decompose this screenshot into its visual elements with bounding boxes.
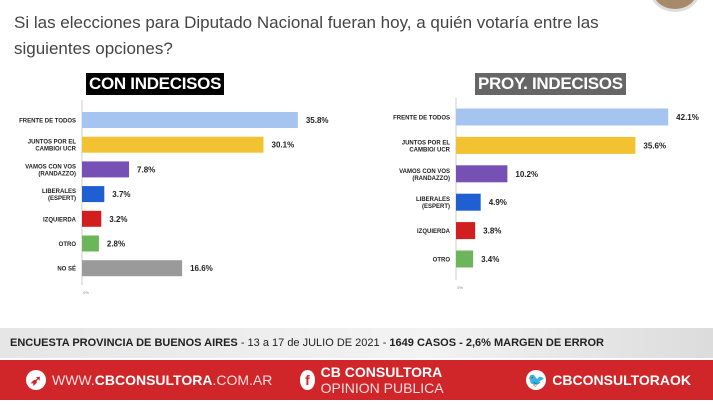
category-label: VAMOS CON VOS: [25, 164, 76, 170]
value-label: 42.1%: [676, 113, 699, 122]
value-label: 10.2%: [515, 170, 538, 179]
survey-dates: - 13 a 17 de JULIO DE 2021 -: [237, 337, 390, 349]
value-label: 7.8%: [137, 165, 155, 174]
bar: [456, 165, 508, 183]
value-label: 30.1%: [272, 141, 295, 150]
page-title: Si las elecciones para Diputado Nacional…: [14, 13, 599, 58]
bar: [456, 193, 481, 211]
category-label: FRENTE DE TODOS: [393, 116, 450, 122]
website-link[interactable]: ➶ WWW.CBCONSULTORA.COM.AR: [26, 370, 272, 390]
category-label: OTRO: [59, 242, 77, 248]
twitter-link[interactable]: 🐦 CBCONSULTORAOK: [526, 370, 691, 390]
survey-cases: 1649 CASOS - 2,6% MARGEN DE ERROR: [389, 337, 604, 349]
value-label: 4.9%: [489, 198, 507, 207]
cursor-click-icon: ➶: [26, 370, 46, 390]
category-label: (ESPERT): [48, 196, 76, 202]
web-prefix: WWW.: [52, 372, 95, 388]
bar: [82, 210, 102, 227]
facebook-icon: f: [300, 370, 315, 390]
value-label: 35.8%: [306, 116, 329, 125]
bar: [456, 222, 476, 240]
category-label: OTRO: [433, 258, 451, 264]
category-label: LIBERALES: [42, 189, 76, 195]
category-label: FRENTE DE TODOS: [19, 119, 76, 125]
x-tick-label: 0%: [83, 290, 89, 295]
web-suffix: .COM.AR: [212, 372, 273, 388]
category-label: (RANDAZZO): [38, 171, 76, 177]
category-label: CAMBIO/ UCR: [409, 147, 450, 153]
value-label: 3.2%: [109, 215, 127, 224]
bar: [82, 235, 99, 252]
chart-title-con-indecisos: CON INDECISOS: [86, 73, 225, 95]
bar: [82, 260, 183, 277]
twitter-icon: 🐦: [526, 370, 547, 390]
bar: [456, 108, 669, 126]
value-label: 3.7%: [112, 190, 130, 199]
category-label: CAMBIO/ UCR: [35, 147, 76, 153]
facebook-link[interactable]: f CB CONSULTORA OPINION PUBLICA: [300, 364, 498, 396]
category-label: JUNTOS POR EL: [402, 140, 451, 146]
fb-bold: CB CONSULTORA: [320, 364, 443, 380]
category-label: NO SÉ: [57, 265, 76, 273]
twitter-handle: CBCONSULTORAOK: [552, 372, 691, 388]
social-banner: ➶ WWW.CBCONSULTORA.COM.AR f CB CONSULTORA …: [0, 360, 713, 400]
category-label: (ESPERT): [422, 204, 450, 210]
bar: [82, 136, 264, 153]
category-label: (RANDAZZO): [412, 176, 450, 182]
category-label: IZQUIERDA: [43, 217, 77, 223]
x-tick-label: 0%: [457, 285, 463, 290]
value-label: 3.8%: [483, 227, 501, 236]
category-label: VAMOS CON VOS: [399, 169, 450, 175]
category-label: LIBERALES: [416, 197, 450, 203]
bar: [456, 250, 474, 268]
value-label: 3.4%: [481, 255, 499, 264]
bar: [82, 186, 105, 203]
value-label: 2.8%: [107, 240, 125, 249]
fb-light: OPINION PUBLICA: [320, 380, 444, 396]
value-label: 16.6%: [190, 264, 213, 273]
bar-charts: 0%FRENTE DE TODOS 35.8%JUNTOS POR ELCAMBI…: [19, 98, 699, 295]
value-label: 35.6%: [643, 141, 666, 150]
web-bold: CBCONSULTORA: [94, 372, 213, 388]
chart-title-proy-indecisos: PROY. INDECISOS: [475, 73, 626, 95]
survey-name: ENCUESTA PROVINCIA DE BUENOS AIRES: [10, 337, 238, 349]
category-label: JUNTOS POR EL: [28, 140, 77, 146]
category-label: IZQUIERDA: [417, 229, 451, 235]
survey-info: ENCUESTA PROVINCIA DE BUENOS AIRES - 13 …: [0, 328, 713, 358]
bar: [82, 161, 130, 178]
bar: [456, 136, 636, 154]
bar: [82, 112, 298, 128]
